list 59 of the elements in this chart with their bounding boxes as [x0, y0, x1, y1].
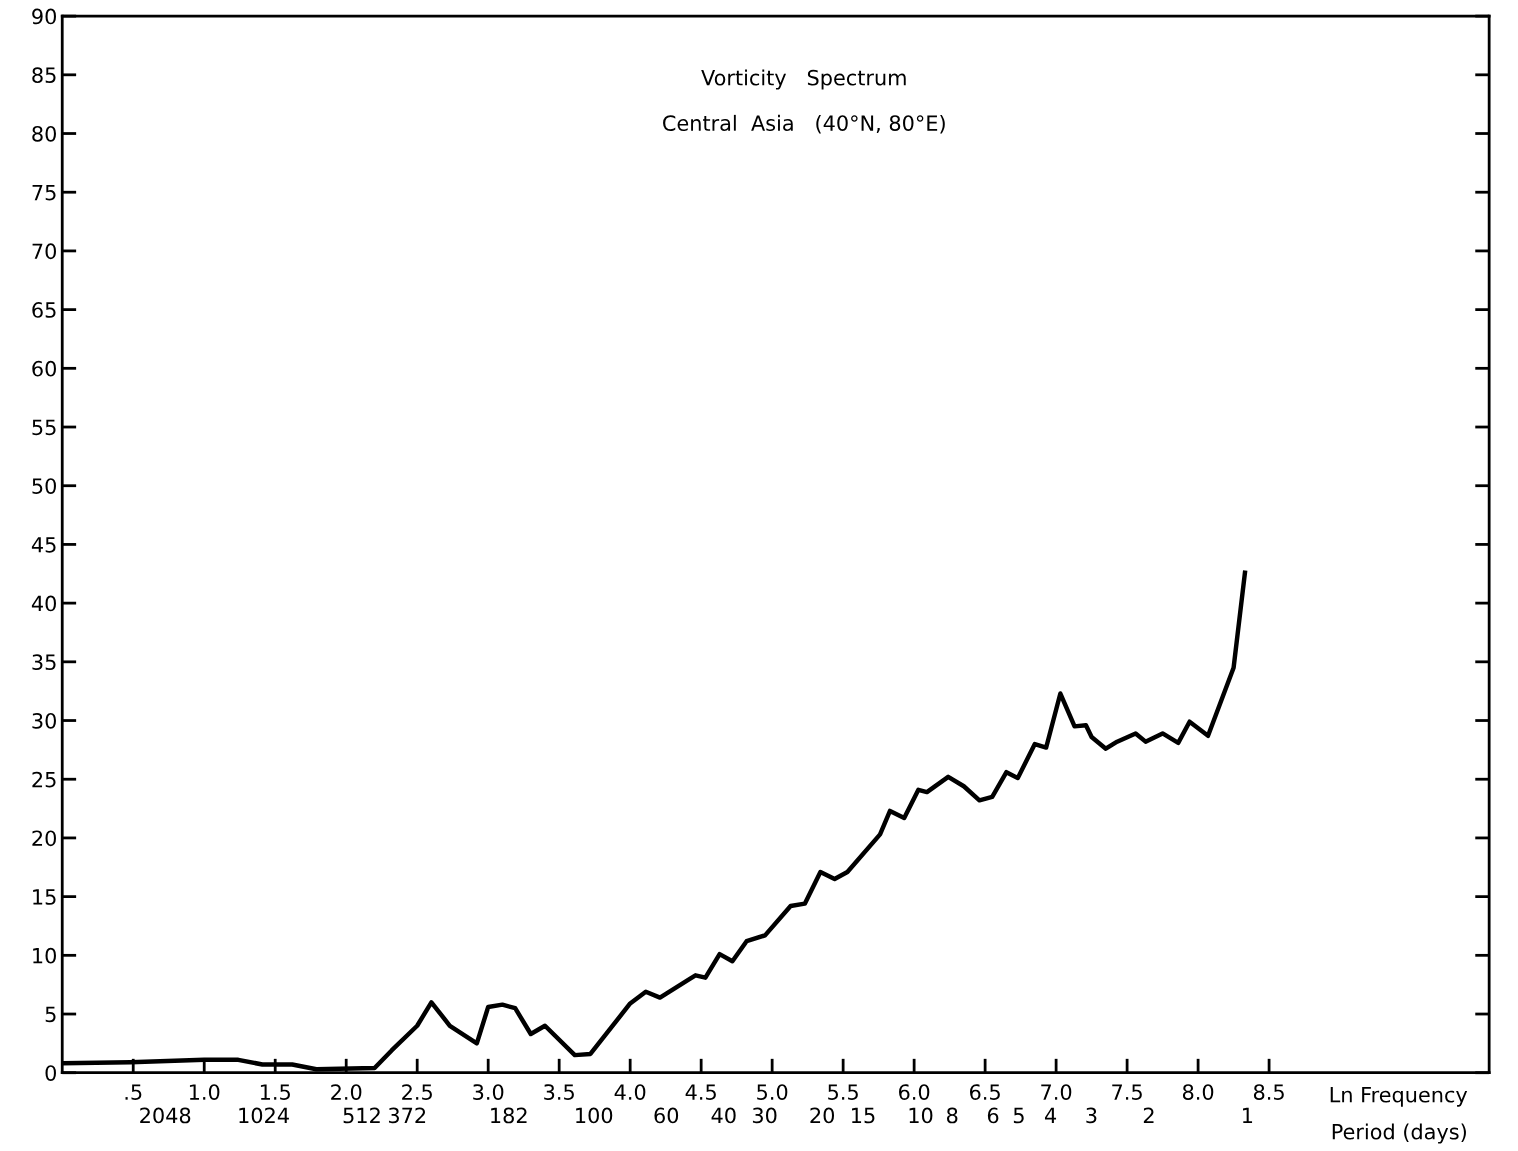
y-tick-label: 40 [31, 595, 56, 612]
y-tick-label: 45 [31, 537, 56, 553]
x-tick-label: 4.5 [685, 1084, 716, 1100]
text: Vorticity Spectrum [701, 69, 906, 90]
x2-tick-label: 2 [1143, 1107, 1154, 1124]
x-axis-title: Ln Frequency [1330, 1087, 1468, 1107]
x2-tick-label: 1024 [239, 1107, 289, 1124]
y-tick-label: 80 [32, 125, 56, 142]
y-tick-label: 60 [32, 360, 56, 377]
x2-tick-label: 6 [987, 1107, 999, 1124]
x2-tick-label: 10 [909, 1107, 933, 1124]
x2-tick-label: 30 [752, 1107, 777, 1124]
x-tick-label: 3.0 [473, 1084, 504, 1100]
x2-tick-label: 40 [711, 1107, 736, 1124]
y-tick-label: 55 [32, 419, 56, 436]
x2-tick-label: 3 [1086, 1107, 1097, 1124]
x-tick-label: 8.5 [1253, 1084, 1284, 1100]
x2-tick-label: 15 [852, 1107, 875, 1124]
x-tick-label: 6.5 [970, 1084, 1000, 1100]
x2-tick-label: 20 [810, 1107, 835, 1124]
y-tick-label: 50 [32, 478, 56, 494]
y-tick-label: 20 [32, 830, 56, 847]
y-tick-label: 5 [45, 1006, 56, 1023]
x2-tick-label: 372 [388, 1107, 426, 1124]
x-tick-label: 2.5 [402, 1084, 432, 1100]
x-tick-label: 8.0 [1182, 1084, 1214, 1100]
x2-tick-label: 182 [491, 1107, 527, 1124]
x-tick-label: 6.0 [899, 1084, 930, 1100]
y-tick-label: 10 [33, 947, 56, 964]
x2-tick-label: 8 [947, 1107, 958, 1124]
y-tick-label: 85 [32, 67, 56, 84]
y-tick-label: 90 [32, 8, 56, 25]
text: Central Asia (40°N, 80°E) [663, 114, 945, 134]
y-tick-label: 70 [32, 243, 56, 260]
x-tick-label: 7.5 [1112, 1084, 1142, 1100]
x2-tick-label: 512 [343, 1107, 380, 1124]
x2-tick-label: 2048 [140, 1107, 191, 1124]
x-tick-label: .5 [125, 1084, 142, 1100]
x-tick-label: 5.5 [828, 1084, 858, 1100]
x-tick-label: 3.5 [544, 1084, 574, 1100]
x-tick-label: 7.0 [1041, 1084, 1072, 1100]
y-tick-label: 0 [45, 1065, 56, 1081]
y-tick-label: 30 [32, 712, 56, 729]
x2-axis-title: Period (days) [1332, 1123, 1466, 1144]
x2-tick-label: 100 [576, 1107, 613, 1124]
x-tick-label: 2.0 [331, 1084, 362, 1100]
x2-tick-label: 5 [1013, 1107, 1024, 1124]
x-tick-label: 5.0 [757, 1084, 788, 1100]
x-tick-label: 1.5 [260, 1084, 290, 1100]
x-tick-label: 4.0 [614, 1084, 646, 1100]
x2-tick-label: 1 [1243, 1107, 1253, 1124]
y-tick-label: 65 [32, 302, 56, 318]
y-tick-label: 75 [32, 184, 56, 201]
x2-tick-label: 4 [1044, 1107, 1057, 1124]
y-tick-label: 25 [32, 771, 56, 788]
y-tick-label: 15 [33, 889, 56, 905]
x-tick-label: 1.0 [189, 1084, 220, 1100]
x2-tick-label: 60 [654, 1107, 679, 1124]
y-tick-label: 35 [32, 654, 56, 671]
